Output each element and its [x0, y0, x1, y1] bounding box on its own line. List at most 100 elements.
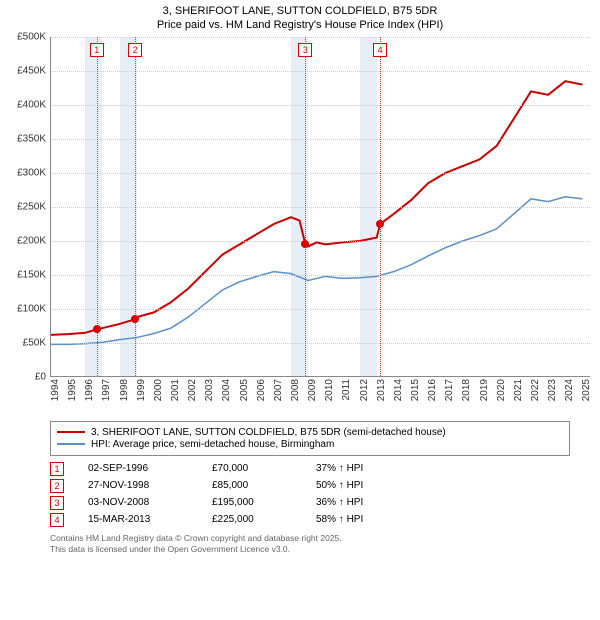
sales-pct: 58% ↑ HPI — [316, 514, 416, 525]
gridline — [51, 309, 590, 310]
sale-point — [131, 315, 139, 323]
sales-row: 3 03-NOV-2008 £195,000 36% ↑ HPI — [50, 496, 592, 510]
x-tick-label: 2021 — [513, 379, 524, 401]
sale-marker-box: 2 — [128, 43, 142, 57]
sales-pct: 37% ↑ HPI — [316, 463, 416, 474]
plot-area: 1 2 3 4 — [50, 37, 590, 377]
gridline — [51, 105, 590, 106]
x-tick-label: 2017 — [444, 379, 455, 401]
x-tick-label: 2007 — [273, 379, 284, 401]
legend-label: 3, SHERIFOOT LANE, SUTTON COLDFIELD, B75… — [91, 427, 446, 438]
sale-vline — [135, 37, 136, 376]
x-tick-label: 2006 — [256, 379, 267, 401]
title-line-1: 3, SHERIFOOT LANE, SUTTON COLDFIELD, B75… — [8, 4, 592, 18]
sale-vline — [380, 37, 381, 376]
footer-line-2: This data is licensed under the Open Gov… — [50, 544, 592, 555]
sale-point — [301, 240, 309, 248]
x-axis: 1994199519961997199819992000200120022003… — [50, 377, 590, 417]
x-tick-label: 2004 — [221, 379, 232, 401]
x-tick-label: 1996 — [84, 379, 95, 401]
x-tick-label: 2001 — [170, 379, 181, 401]
sales-row: 1 02-SEP-1996 £70,000 37% ↑ HPI — [50, 462, 592, 476]
chart-title: 3, SHERIFOOT LANE, SUTTON COLDFIELD, B75… — [8, 4, 592, 33]
x-tick-label: 2023 — [547, 379, 558, 401]
sale-marker-box: 3 — [298, 43, 312, 57]
x-tick-label: 2002 — [187, 379, 198, 401]
legend-label: HPI: Average price, semi-detached house,… — [91, 439, 334, 450]
footer: Contains HM Land Registry data © Crown c… — [50, 533, 592, 555]
sales-price: £195,000 — [212, 497, 292, 508]
sales-date: 02-SEP-1996 — [88, 463, 188, 474]
x-tick-label: 2009 — [307, 379, 318, 401]
x-tick-label: 2019 — [479, 379, 490, 401]
gridline — [51, 139, 590, 140]
sales-idx-box: 2 — [50, 479, 64, 493]
y-tick-label: £250K — [17, 201, 46, 212]
y-tick-label: £300K — [17, 167, 46, 178]
x-tick-label: 2000 — [153, 379, 164, 401]
legend: 3, SHERIFOOT LANE, SUTTON COLDFIELD, B75… — [50, 421, 570, 456]
chart-area: £0 £50K £100K £150K £200K £250K £300K £350K £400… — [8, 37, 592, 417]
x-tick-label: 2018 — [461, 379, 472, 401]
sales-row: 4 15-MAR-2013 £225,000 58% ↑ HPI — [50, 513, 592, 527]
legend-item: 3, SHERIFOOT LANE, SUTTON COLDFIELD, B75… — [57, 427, 563, 438]
sales-row: 2 27-NOV-1998 £85,000 50% ↑ HPI — [50, 479, 592, 493]
legend-swatch — [57, 431, 85, 433]
x-tick-label: 1999 — [136, 379, 147, 401]
chart-container: 3, SHERIFOOT LANE, SUTTON COLDFIELD, B75… — [0, 0, 600, 559]
sales-date: 27-NOV-1998 — [88, 480, 188, 491]
sale-marker-box: 4 — [373, 43, 387, 57]
y-tick-label: £150K — [17, 269, 46, 280]
x-tick-label: 2010 — [324, 379, 335, 401]
legend-item: HPI: Average price, semi-detached house,… — [57, 439, 563, 450]
sales-idx-box: 3 — [50, 496, 64, 510]
sales-price: £70,000 — [212, 463, 292, 474]
y-tick-label: £100K — [17, 303, 46, 314]
x-tick-label: 1994 — [50, 379, 61, 401]
x-tick-label: 2011 — [341, 379, 352, 401]
x-tick-label: 2013 — [376, 379, 387, 401]
x-tick-label: 2022 — [530, 379, 541, 401]
y-tick-label: £350K — [17, 133, 46, 144]
y-tick-label: £0 — [35, 371, 46, 382]
y-tick-label: £200K — [17, 235, 46, 246]
gridline — [51, 241, 590, 242]
x-tick-label: 2016 — [427, 379, 438, 401]
sale-point — [376, 220, 384, 228]
gridline — [51, 37, 590, 38]
y-tick-label: £500K — [17, 31, 46, 42]
series-line — [51, 196, 582, 344]
footer-line-1: Contains HM Land Registry data © Crown c… — [50, 533, 592, 544]
sales-pct: 36% ↑ HPI — [316, 497, 416, 508]
sales-idx-box: 1 — [50, 462, 64, 476]
sales-date: 15-MAR-2013 — [88, 514, 188, 525]
series-line — [51, 81, 582, 335]
sales-date: 03-NOV-2008 — [88, 497, 188, 508]
sale-marker-box: 1 — [90, 43, 104, 57]
x-tick-label: 2020 — [496, 379, 507, 401]
x-tick-label: 2008 — [290, 379, 301, 401]
x-tick-label: 2025 — [581, 379, 592, 401]
x-tick-label: 2005 — [239, 379, 250, 401]
gridline — [51, 173, 590, 174]
sales-price: £85,000 — [212, 480, 292, 491]
sales-idx-box: 4 — [50, 513, 64, 527]
x-tick-label: 1998 — [119, 379, 130, 401]
title-line-2: Price paid vs. HM Land Registry's House … — [8, 18, 592, 32]
sales-price: £225,000 — [212, 514, 292, 525]
legend-swatch — [57, 443, 85, 445]
gridline — [51, 71, 590, 72]
y-tick-label: £400K — [17, 99, 46, 110]
x-tick-label: 2003 — [204, 379, 215, 401]
x-tick-label: 2014 — [393, 379, 404, 401]
sales-table: 1 02-SEP-1996 £70,000 37% ↑ HPI 2 27-NOV-1998… — [50, 462, 592, 527]
sales-pct: 50% ↑ HPI — [316, 480, 416, 491]
x-tick-label: 2015 — [410, 379, 421, 401]
x-tick-label: 1995 — [67, 379, 78, 401]
y-axis: £0£50K£100K£150K£200K£250K£300K£350K£400… — [8, 37, 50, 377]
y-tick-label: £450K — [17, 65, 46, 76]
x-tick-label: 2012 — [359, 379, 370, 401]
gridline — [51, 275, 590, 276]
y-tick-label: £50K — [23, 337, 46, 348]
x-tick-label: 2024 — [564, 379, 575, 401]
